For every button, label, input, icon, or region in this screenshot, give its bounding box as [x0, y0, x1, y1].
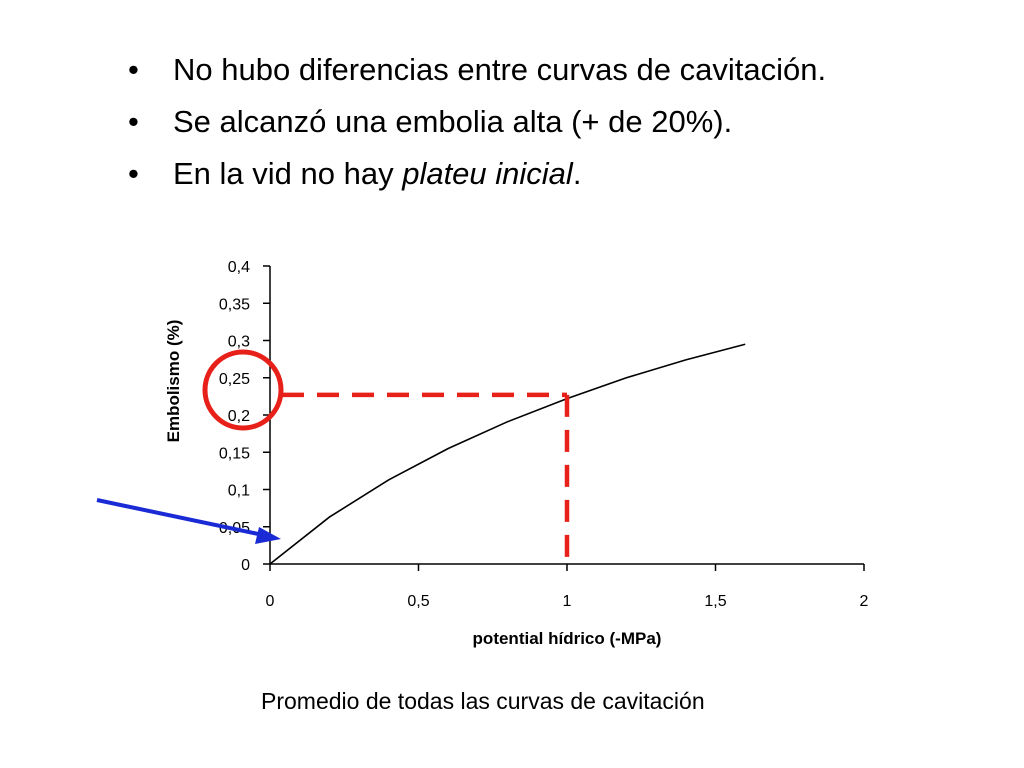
bullet-list: • No hubo diferencias entre curvas de ca…: [128, 44, 826, 200]
x-axis-title: potential hídrico (-MPa): [473, 629, 662, 648]
y-axis-title: Embolismo (%): [164, 320, 183, 443]
y-tick-label: 0,35: [219, 296, 250, 313]
y-tick-label: 0,3: [228, 334, 250, 351]
x-tick-label: 0: [266, 593, 275, 610]
highlight-circle: [202, 349, 284, 431]
x-tick-label: 2: [860, 593, 869, 610]
bullet-text-3-emphasis: plateu inicial: [402, 156, 573, 191]
bullet-marker: •: [128, 52, 139, 87]
bullet-text-2: Se alcanzó una embolia alta (+ de 20%).: [173, 104, 733, 139]
bullet-marker: •: [128, 156, 139, 191]
x-tick-label: 1: [563, 593, 572, 610]
chart-annotations: [96, 349, 570, 564]
y-tick-label: 0,25: [219, 371, 250, 388]
x-tick-label: 0,5: [407, 593, 429, 610]
bullet-item-2: • Se alcanzó una embolia alta (+ de 20%)…: [128, 96, 826, 148]
chart-caption: Promedio de todas las curvas de cavitaci…: [261, 688, 705, 714]
y-tick-label: 0,1: [228, 483, 250, 500]
chart-ticks: 00,050,10,150,20,250,30,350,400,511,52: [219, 259, 869, 610]
pointer-arrow-head: [255, 527, 281, 544]
chart-series: [269, 343, 746, 565]
bullet-item-1: • No hubo diferencias entre curvas de ca…: [128, 44, 826, 96]
y-tick-label: 0: [241, 557, 250, 574]
bullet-marker: •: [128, 104, 139, 139]
series-line: [269, 343, 746, 565]
bullet-text-1: No hubo diferencias entre curvas de cavi…: [173, 52, 827, 87]
x-tick-label: 1,5: [704, 593, 726, 610]
y-tick-label: 0,2: [228, 408, 250, 425]
y-tick-label: 0,4: [228, 259, 250, 276]
bullet-item-3: • En la vid no hay plateu inicial.: [128, 148, 826, 200]
y-tick-label: 0,15: [219, 445, 250, 462]
pointer-arrow-shaft: [96, 498, 264, 537]
bullet-text-3-prefix: En la vid no hay: [173, 156, 403, 191]
bullet-text-3-suffix: .: [572, 156, 582, 191]
